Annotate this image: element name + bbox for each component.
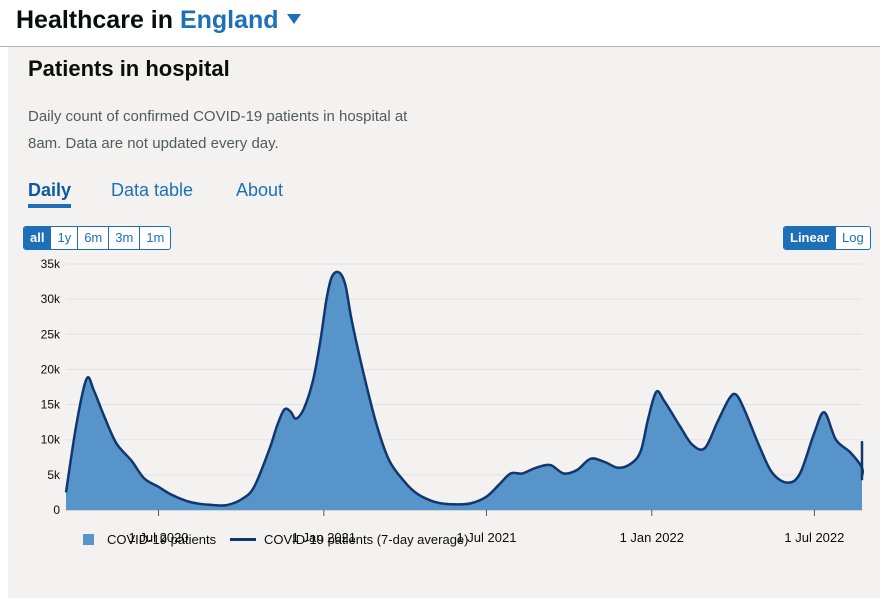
area-selector[interactable]: England [180, 6, 301, 34]
legend-label-patients: COVID-19 patients [107, 532, 217, 547]
y-tick-label: 10k [41, 433, 61, 447]
legend-swatch-area [83, 534, 94, 545]
x-axis: 1 Jul 2020 1 Jan 2021 1 Jul 2021 1 Jan 2022… [129, 510, 844, 545]
area-name: England [179, 6, 279, 34]
range-all-button[interactable]: all [24, 227, 52, 249]
x-tick-label: 1 Jul 2020 [129, 530, 189, 545]
range-button-group: all 1y 6m 3m 1m [23, 226, 172, 250]
range-3m-button[interactable]: 3m [109, 227, 141, 249]
scale-log-button[interactable]: Log [842, 230, 864, 245]
page-title-prefix: Healthcare in [16, 6, 174, 34]
y-tick-label: 20k [41, 362, 61, 376]
x-tick-label: 1 Jul 2021 [456, 530, 516, 545]
tab-about[interactable]: About [236, 180, 284, 200]
range-1y-button[interactable]: 1y [51, 227, 79, 249]
x-tick-label: 1 Jan 2021 [292, 530, 356, 545]
card-description: Daily count of confirmed COVID-19 patien… [28, 108, 408, 152]
y-tick-label: 25k [41, 327, 61, 341]
range-6m-button[interactable]: 6m [78, 227, 110, 249]
caret-down-icon [286, 14, 301, 24]
area-header: Healthcare in England [0, 0, 880, 47]
y-tick-label: 35k [41, 257, 61, 271]
x-tick-label: 1 Jul 2022 [784, 530, 844, 545]
card-title: Patients in hospital [28, 56, 230, 81]
y-axis: 0 5k 10k 15k 20k 25k 30k 35k [41, 257, 61, 517]
page-title: Healthcare in England [16, 4, 301, 36]
y-tick-label: 5k [47, 468, 61, 482]
legend-item-average: COVID-19 patients (7-day average) [230, 532, 468, 547]
legend-swatch-line [230, 538, 256, 541]
area-series-covid-patients [66, 271, 863, 510]
y-tick-label: 30k [41, 292, 61, 306]
tab-data-table[interactable]: Data table [111, 180, 194, 200]
legend-item-patients: COVID-19 patients [83, 532, 216, 547]
y-tick-label: 15k [41, 398, 61, 412]
legend-label-average: COVID-19 patients (7-day average) [264, 532, 469, 547]
x-tick-label: 1 Jan 2022 [620, 530, 684, 545]
scale-linear-button[interactable]: Linear [784, 227, 837, 249]
tab-daily[interactable]: Daily [28, 177, 72, 208]
y-tick-label: 0 [53, 503, 60, 517]
line-series-7-day-average [64, 270, 865, 507]
scale-button-group: Linear Log [783, 226, 871, 250]
range-1m-button[interactable]: 1m [146, 230, 165, 245]
